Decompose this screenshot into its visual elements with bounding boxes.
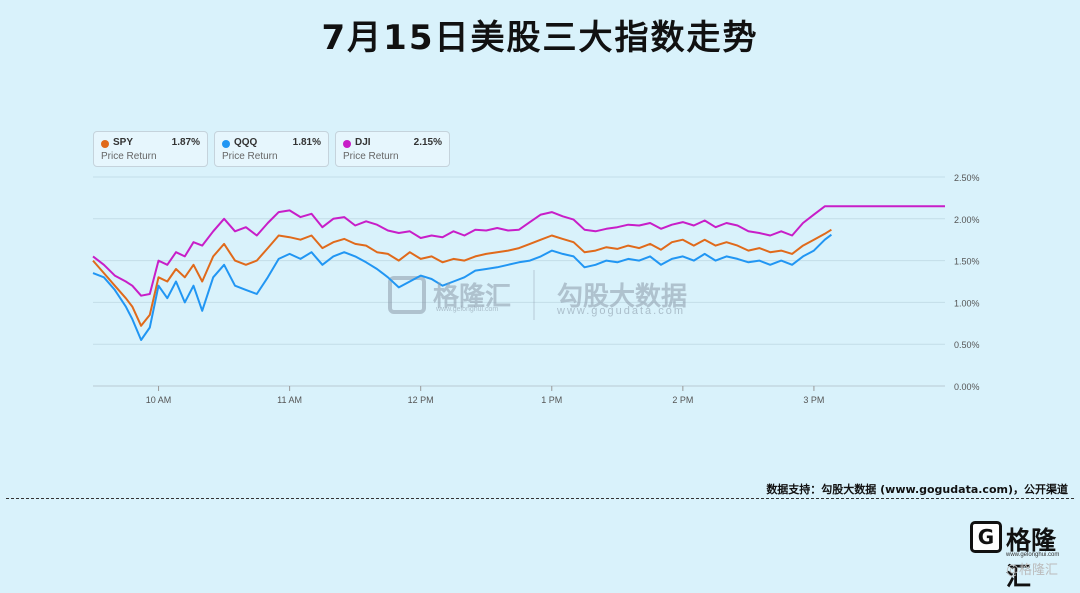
x-tick-label: 10 AM xyxy=(146,395,172,405)
footer-brand-name: 格隆汇 xyxy=(1006,526,1057,591)
gelonghui-logo-icon: G xyxy=(970,521,1002,553)
legend-series-sub: Price Return xyxy=(222,151,278,162)
series-line-qqq xyxy=(92,233,833,341)
legend-series-name: SPY xyxy=(113,137,134,148)
legend-series-value: 1.87% xyxy=(171,137,200,148)
divider xyxy=(6,498,1074,499)
y-tick-label: 0.50% xyxy=(954,340,980,350)
watermark-partner: 勾股大数据 xyxy=(557,282,688,312)
page-title: 7月15日美股三大指数走势 xyxy=(321,18,759,58)
x-tick-label: 12 PM xyxy=(408,395,434,405)
series-line-dji xyxy=(92,205,945,297)
legend-series-sub: Price Return xyxy=(101,151,157,162)
legend-dot-icon xyxy=(101,140,109,148)
legend-series-value: 2.15% xyxy=(413,137,442,148)
legend-dot-icon xyxy=(222,140,230,148)
footer-corner-mark: @格隆汇 xyxy=(1006,563,1059,578)
y-tick-label: 1.50% xyxy=(954,257,980,267)
legend-item-qqq[interactable]: QQQ 1.81% Price Return xyxy=(214,131,329,167)
footer-brand-url: www.gelonghui.com xyxy=(1006,552,1060,558)
watermark-partner-url: www.gogudata.com xyxy=(557,305,685,317)
legend-series-value: 1.81% xyxy=(292,137,321,148)
x-tick-label: 1 PM xyxy=(541,395,562,405)
watermark-logo-icon xyxy=(388,276,426,314)
y-tick-label: 1.00% xyxy=(954,298,980,308)
y-tick-label: 0.00% xyxy=(954,382,980,392)
line-chart: 0.00% 0.50% 1.00% 1.50% 2.00% 2.50% 10 AM 11 AM… xyxy=(92,173,980,405)
legend-item-dji[interactable]: DJI 2.15% Price Return xyxy=(335,131,450,167)
x-tick-label: 11 AM xyxy=(277,395,302,405)
legend-item-spy[interactable]: SPY 1.87% Price Return xyxy=(93,131,208,167)
legend-dot-icon xyxy=(343,140,351,148)
legend-series-name: DJI xyxy=(355,137,371,148)
watermark-brand: 格隆汇 xyxy=(433,282,512,312)
series-line-spy xyxy=(92,228,832,327)
legend-series-name: QQQ xyxy=(234,137,258,148)
y-tick-label: 2.50% xyxy=(954,173,980,183)
x-tick-label: 2 PM xyxy=(672,395,693,405)
watermark-brand-url: www.gelonghui.com xyxy=(436,306,499,313)
y-tick-label: 2.00% xyxy=(954,215,980,225)
x-tick-label: 3 PM xyxy=(803,395,824,405)
legend-series-sub: Price Return xyxy=(343,151,399,162)
data-source-note: 数据支持：勾股大数据 (www.gogudata.com)，公开渠道 xyxy=(766,483,1068,496)
